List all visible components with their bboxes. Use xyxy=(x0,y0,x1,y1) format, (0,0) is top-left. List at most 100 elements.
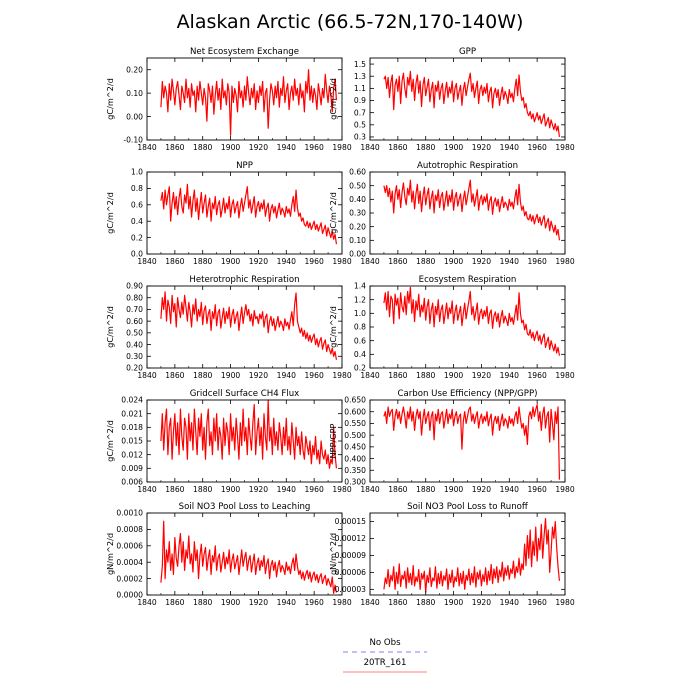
y-tick-label: 0.0006 xyxy=(116,542,143,551)
y-tick-label: 0.00015 xyxy=(335,517,367,526)
y-tick-label: 0.0010 xyxy=(116,509,143,518)
x-tick-label: 1840 xyxy=(137,143,156,152)
y-tick-label: 0.2 xyxy=(354,364,366,373)
y-tick-label: 0.60 xyxy=(126,317,143,326)
x-tick-label: 1960 xyxy=(304,143,323,152)
y-axis-label: gC/m^2/d xyxy=(105,192,115,234)
y-tick-label: 0.30 xyxy=(126,352,143,361)
x-tick-label: 1860 xyxy=(388,485,407,494)
y-axis-label: gC/m^2/d xyxy=(328,306,338,348)
y-axis-label: gN/m^2/d xyxy=(105,533,115,575)
panel-title: NPP xyxy=(236,161,253,171)
y-axis-label: gC/m^2/d xyxy=(328,78,338,120)
x-tick-label: 1860 xyxy=(165,485,184,494)
plot-frame xyxy=(369,57,566,141)
x-tick-label: 1880 xyxy=(416,143,435,152)
y-axis-label: gC/m^2/d xyxy=(105,306,115,348)
x-tick-label: 1860 xyxy=(388,598,407,607)
y-tick-label: 0.4 xyxy=(131,217,143,226)
y-tick-label: 0.6 xyxy=(131,201,143,210)
series-line xyxy=(383,404,561,480)
panel-title: Soil NO3 Pool Loss to Runoff xyxy=(407,502,529,512)
y-tick-label: 0.0 xyxy=(131,250,143,259)
panel-soil-no3-pool-loss-to-leaching: Soil NO3 Pool Loss to Leaching gN/m^2/d 18… xyxy=(105,502,352,607)
x-tick-label: 1880 xyxy=(193,371,212,380)
x-tick-label: 1860 xyxy=(165,371,184,380)
y-tick-label: 0.50 xyxy=(349,181,366,190)
panel-title: Ecosystem Respiration xyxy=(419,275,517,285)
x-tick-label: 1900 xyxy=(221,485,240,494)
y-tick-label: 0.00009 xyxy=(335,551,367,560)
series-line xyxy=(383,70,561,138)
x-tick-label: 1940 xyxy=(500,143,519,152)
x-tick-label: 1960 xyxy=(304,598,323,607)
panel-title: Soil NO3 Pool Loss to Leaching xyxy=(179,502,311,512)
y-tick-label: 0.450 xyxy=(344,443,366,452)
x-tick-label: 1960 xyxy=(304,371,323,380)
series-line xyxy=(160,520,338,594)
y-tick-label: 0.500 xyxy=(344,431,366,440)
x-tick-label: 1860 xyxy=(165,143,184,152)
x-tick-label: 1840 xyxy=(360,485,379,494)
x-tick-label: 1980 xyxy=(332,371,351,380)
x-tick-label: 1960 xyxy=(527,257,546,266)
y-tick-label: 0.40 xyxy=(126,340,143,349)
x-tick-label: 1940 xyxy=(277,143,296,152)
x-tick-label: 1940 xyxy=(500,371,519,380)
y-tick-label: 0.8 xyxy=(131,184,143,193)
y-tick-label: 0.30 xyxy=(349,209,366,218)
y-tick-label: 0.009 xyxy=(121,464,143,473)
panel-title: GPP xyxy=(459,47,476,57)
x-tick-label: 1920 xyxy=(249,598,268,607)
panel-gridcell-surface-ch4-flux: Gridcell Surface CH4 Flux gC/m^2/d 1840 186… xyxy=(105,389,352,494)
x-tick-label: 1960 xyxy=(304,485,323,494)
plot-frame xyxy=(146,171,343,255)
x-tick-label: 1960 xyxy=(527,485,546,494)
x-tick-label: 1980 xyxy=(332,485,351,494)
y-tick-label: 0.10 xyxy=(126,89,143,98)
y-tick-label: 0.024 xyxy=(121,396,143,405)
x-tick-label: 1940 xyxy=(277,485,296,494)
y-tick-label: 1.3 xyxy=(354,72,366,81)
y-tick-label: 0.0008 xyxy=(116,525,143,534)
x-tick-label: 1940 xyxy=(277,371,296,380)
y-tick-label: 0.7 xyxy=(354,108,366,117)
y-tick-label: 0.300 xyxy=(344,478,366,487)
x-tick-label: 1880 xyxy=(193,485,212,494)
x-tick-label: 1920 xyxy=(249,257,268,266)
y-tick-label: 0.350 xyxy=(344,466,366,475)
y-axis-label: gC/m^2/d xyxy=(105,78,115,120)
y-tick-label: 0.60 xyxy=(349,168,366,177)
x-tick-label: 1940 xyxy=(500,598,519,607)
y-tick-label: 0.5 xyxy=(354,121,366,130)
x-tick-label: 1960 xyxy=(304,257,323,266)
x-tick-label: 1860 xyxy=(165,257,184,266)
y-tick-label: 0.2 xyxy=(131,233,143,242)
y-tick-label: 1.5 xyxy=(354,60,366,69)
y-tick-label: 0.0002 xyxy=(116,574,143,583)
panel-title: Carbon Use Efficiency (NPP/GPP) xyxy=(397,389,537,399)
x-tick-label: 1980 xyxy=(555,371,574,380)
y-tick-label: 0.20 xyxy=(126,65,143,74)
x-tick-label: 1920 xyxy=(472,371,491,380)
x-tick-label: 1880 xyxy=(193,598,212,607)
y-tick-label: 0.10 xyxy=(349,236,366,245)
x-tick-label: 1880 xyxy=(416,257,435,266)
y-tick-label: 0.6 xyxy=(354,336,366,345)
x-tick-label: 1920 xyxy=(472,598,491,607)
x-tick-label: 1860 xyxy=(388,257,407,266)
x-tick-label: 1920 xyxy=(472,143,491,152)
x-tick-label: 1980 xyxy=(555,485,574,494)
x-tick-label: 1940 xyxy=(500,257,519,266)
x-tick-label: 1840 xyxy=(137,485,156,494)
x-tick-label: 1960 xyxy=(527,371,546,380)
y-tick-label: 1.2 xyxy=(354,295,366,304)
x-tick-label: 1940 xyxy=(500,485,519,494)
x-tick-label: 1840 xyxy=(360,598,379,607)
panel-title: Autotrophic Respiration xyxy=(417,161,518,171)
x-tick-label: 1880 xyxy=(193,257,212,266)
x-tick-label: 1920 xyxy=(249,371,268,380)
x-tick-label: 1960 xyxy=(527,143,546,152)
panel-title: Net Ecosystem Exchange xyxy=(190,47,299,57)
series-line xyxy=(160,69,338,136)
